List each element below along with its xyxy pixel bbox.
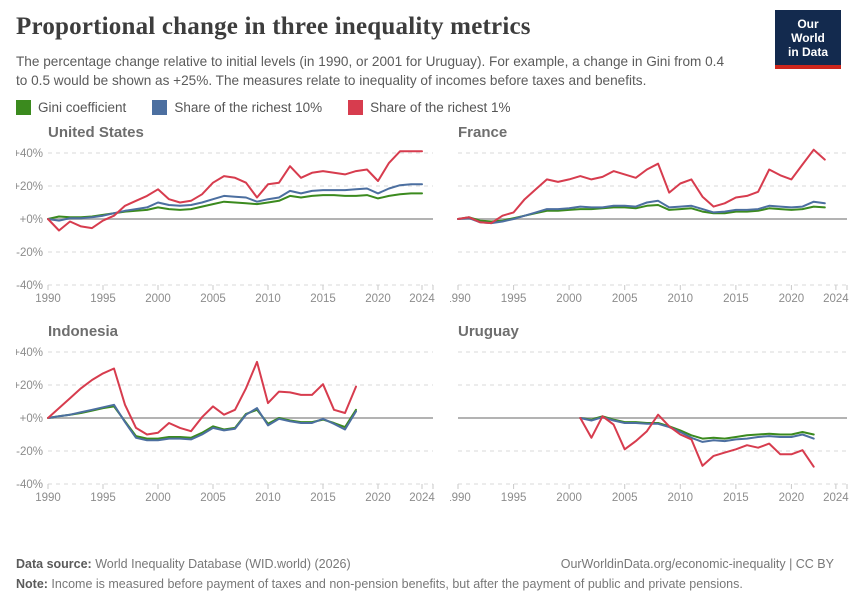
series-line-share-of-the-richest-10- bbox=[47, 403, 357, 442]
x-axis-label: 2015 bbox=[310, 492, 336, 504]
series-line-share-of-the-richest-1- bbox=[579, 413, 815, 468]
y-axis-label: -20% bbox=[16, 446, 43, 458]
y-axis-label: -20% bbox=[16, 247, 43, 259]
x-axis-label: 2000 bbox=[145, 492, 171, 504]
legend-item-share-of-the-richest-10-[interactable]: Share of the richest 10% bbox=[152, 100, 323, 116]
x-axis-label: 2005 bbox=[612, 492, 638, 504]
owid-logo[interactable]: Our World in Data bbox=[775, 10, 841, 70]
x-axis-label: 2020 bbox=[365, 293, 391, 305]
data-source-text: World Inequality Database (WID.world) (2… bbox=[91, 557, 351, 571]
chart-france[interactable]: 1990 1995 2000 2005 2010 2015 2020 2024 bbox=[450, 143, 850, 311]
x-axis-label: 2020 bbox=[779, 492, 805, 504]
y-axis-label: +20% bbox=[16, 181, 43, 193]
x-axis-label: 2024 bbox=[823, 492, 849, 504]
series-line-share-of-the-richest-10- bbox=[579, 416, 815, 443]
x-axis-label: 2015 bbox=[723, 492, 749, 504]
legend-label: Share of the richest 1% bbox=[370, 100, 511, 116]
data-source-label: Data source: bbox=[16, 557, 92, 571]
owid-logo-line1: Our World bbox=[791, 17, 825, 46]
chart-indonesia[interactable]: +40% +20% +0% -20% -40%1990 1995 2000 2005 2010 2… bbox=[16, 342, 436, 510]
x-axis-label: 2010 bbox=[255, 293, 281, 305]
x-axis-label: 2024 bbox=[823, 293, 849, 305]
note-text: Income is measured before payment of tax… bbox=[47, 577, 743, 591]
series-line-share-of-the-richest-1- bbox=[47, 360, 357, 436]
x-axis-label: 2000 bbox=[556, 293, 582, 305]
panel-title-indonesia: Indonesia bbox=[48, 323, 119, 341]
y-axis-label: +40% bbox=[16, 148, 43, 160]
x-axis-label: 1990 bbox=[35, 293, 61, 305]
legend-label: Share of the richest 10% bbox=[174, 100, 323, 116]
x-axis-label: 2015 bbox=[310, 293, 336, 305]
x-axis-label: 2015 bbox=[723, 293, 749, 305]
x-axis-label: 2024 bbox=[409, 492, 435, 504]
legend-swatch bbox=[16, 100, 31, 116]
y-axis-label: +0% bbox=[20, 413, 43, 425]
x-axis-label: 1995 bbox=[90, 293, 116, 305]
x-axis-label: 2010 bbox=[668, 293, 694, 305]
chart-united-states[interactable]: +40% +20% +0% -20% -40%1990 1995 2000 2005 2010 2… bbox=[16, 143, 436, 311]
note-label: Note: bbox=[16, 577, 48, 591]
panel-indonesia: Indonesia +40% +20% +0% -20% -40% 1990 1995 200… bbox=[16, 321, 450, 510]
footer-row-source: Data source: World Inequality Database (… bbox=[16, 557, 834, 571]
legend-label: Gini coefficient bbox=[38, 100, 127, 116]
series-line-share-of-the-richest-1- bbox=[457, 148, 826, 225]
x-axis-label: 2020 bbox=[779, 293, 805, 305]
x-axis-label: 2010 bbox=[255, 492, 281, 504]
chart-subtitle: The percentage change relative to initia… bbox=[16, 54, 725, 89]
series-line-share-of-the-richest-1- bbox=[47, 150, 423, 232]
legend: Gini coefficient Share of the richest 10%… bbox=[16, 100, 834, 116]
series-line-share-of-the-richest-10- bbox=[457, 199, 826, 225]
x-axis-label: 1990 bbox=[450, 293, 471, 305]
legend-item-gini-coefficient[interactable]: Gini coefficient bbox=[16, 100, 127, 116]
owid-logo-line2: in Data bbox=[787, 45, 828, 60]
footer: Data source: World Inequality Database (… bbox=[16, 557, 834, 591]
page-title: Proportional change in three inequality … bbox=[16, 13, 531, 40]
panel-uruguay: Uruguay 1990 1995 2000 2005 2010 2015 2020 2024 bbox=[450, 321, 850, 510]
panel-france: France 1990 1995 2000 2005 2010 2015 2020 2024 bbox=[450, 122, 850, 311]
legend-item-share-of-the-richest-1-[interactable]: Share of the richest 1% bbox=[348, 100, 511, 116]
y-axis-label: -40% bbox=[16, 479, 43, 491]
x-axis-label: 2005 bbox=[612, 293, 638, 305]
data-source: Data source: World Inequality Database (… bbox=[16, 557, 351, 571]
x-axis-label: 2005 bbox=[200, 492, 226, 504]
panel-united-states: United States +40% +20% +0% -20% -40% 1990 199… bbox=[16, 122, 450, 311]
header: Proportional change in three inequality … bbox=[0, 0, 850, 70]
x-axis-label: 1990 bbox=[450, 492, 471, 504]
panel-title-uruguay: Uruguay bbox=[458, 323, 519, 341]
charts-grid: United States +40% +20% +0% -20% -40% 1990 199… bbox=[0, 122, 850, 510]
legend-swatch bbox=[152, 100, 168, 116]
x-axis-label: 2005 bbox=[200, 293, 226, 305]
x-axis-label: 1990 bbox=[35, 492, 61, 504]
x-axis-label: 1995 bbox=[501, 492, 527, 504]
x-axis-label: 2000 bbox=[556, 492, 582, 504]
y-axis-label: +20% bbox=[16, 380, 43, 392]
y-axis-label: +40% bbox=[16, 347, 43, 359]
chart-uruguay[interactable]: 1990 1995 2000 2005 2010 2015 2020 2024 bbox=[450, 342, 850, 510]
x-axis-label: 1995 bbox=[90, 492, 116, 504]
series-line-share-of-the-richest-10- bbox=[47, 183, 423, 222]
panel-title-france: France bbox=[458, 124, 508, 142]
panel-title-united-states: United States bbox=[48, 124, 144, 142]
x-axis-label: 2000 bbox=[145, 293, 171, 305]
y-axis-label: +0% bbox=[20, 214, 43, 226]
x-axis-label: 1995 bbox=[501, 293, 527, 305]
x-axis-label: 2024 bbox=[409, 293, 435, 305]
legend-swatch bbox=[348, 100, 364, 116]
y-axis-label: -40% bbox=[16, 280, 43, 292]
x-axis-label: 2020 bbox=[365, 492, 391, 504]
footer-link[interactable]: OurWorldinData.org/economic-inequality |… bbox=[560, 557, 834, 571]
x-axis-label: 2010 bbox=[668, 492, 694, 504]
footer-row-note: Note: Income is measured before payment … bbox=[16, 577, 834, 591]
